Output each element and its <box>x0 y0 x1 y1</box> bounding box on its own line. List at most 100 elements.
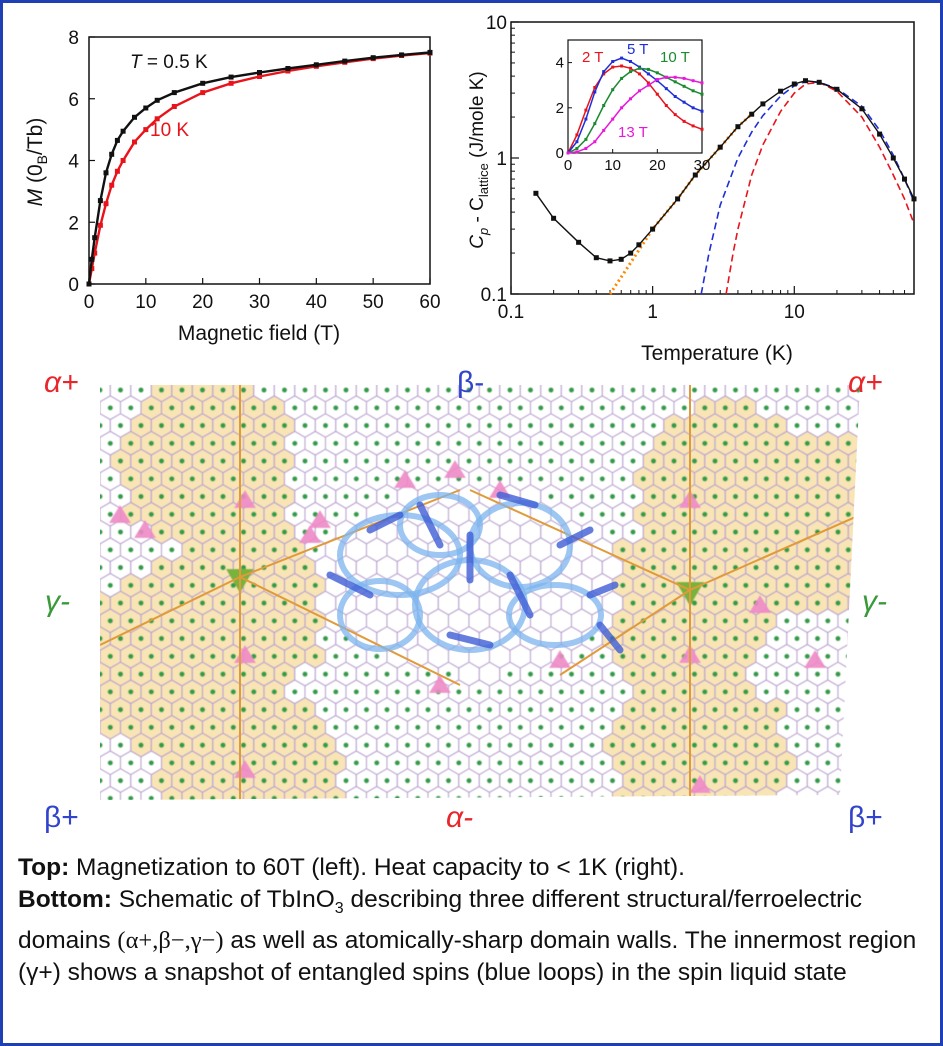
lattice-site <box>445 422 452 429</box>
lattice-site <box>138 564 144 571</box>
lattice-site <box>476 440 482 446</box>
lattice-site <box>835 671 841 677</box>
lattice-site <box>691 387 698 393</box>
inset-series-0-point <box>575 133 579 137</box>
lattice-site <box>691 422 698 429</box>
lattice-site <box>866 654 871 659</box>
domain-label-top-middle: β- <box>457 366 484 399</box>
lattice-site <box>835 635 841 642</box>
lattice-hexagon <box>847 697 860 723</box>
inset-series-1-point <box>682 100 686 104</box>
lattice-site <box>179 387 185 393</box>
lattice-site <box>887 760 892 765</box>
lattice-site <box>138 778 144 784</box>
lattice-site <box>281 707 288 713</box>
lattice-site <box>322 387 329 393</box>
lattice-site <box>722 547 728 553</box>
lattice-site <box>158 635 165 642</box>
lattice-site <box>691 742 698 748</box>
lattice-site <box>681 760 687 766</box>
lattice-site <box>343 778 349 784</box>
lattice-site <box>887 583 892 588</box>
lattice-site <box>753 422 759 429</box>
chart-b-data-point <box>859 106 865 112</box>
lattice-site <box>210 405 216 411</box>
chart-a-x-label: Magnetic field (T) <box>178 322 340 345</box>
lattice-site <box>189 405 195 411</box>
singlet-bond <box>416 501 444 549</box>
lattice-site <box>794 564 800 571</box>
lattice-site <box>794 458 800 464</box>
lattice-site <box>712 564 718 571</box>
lattice-site <box>138 671 144 677</box>
lattice-site <box>240 458 247 464</box>
lattice-site <box>497 760 503 766</box>
lattice-site <box>374 760 380 766</box>
lattice-site <box>189 724 195 730</box>
inset-x-tick-label: 30 <box>694 157 711 174</box>
lattice-site <box>897 778 902 783</box>
lattice-site <box>661 582 667 588</box>
lattice-site <box>189 689 195 695</box>
lattice-site <box>363 707 370 713</box>
lattice-site <box>763 547 769 553</box>
singlet-bond <box>496 491 539 509</box>
lattice-site <box>251 476 257 482</box>
caption-bottom-domains: (α+,β−,γ−) <box>117 926 224 954</box>
lattice-site <box>374 724 380 730</box>
lattice-site <box>620 724 626 730</box>
inset-series-0-point <box>602 72 606 76</box>
lattice-site <box>107 724 113 730</box>
lattice-site <box>240 564 247 571</box>
lattice-site <box>661 405 667 411</box>
lattice-site <box>240 600 247 606</box>
lattice-site <box>722 724 728 730</box>
lattice-site <box>333 476 339 482</box>
lattice-site <box>179 493 185 500</box>
lattice-hexagon <box>847 626 860 652</box>
lattice-site <box>712 707 718 713</box>
chart-b-data-point <box>760 101 766 107</box>
lattice-site <box>671 458 677 464</box>
chart-b-data-point <box>650 226 656 232</box>
inset-series-2-point <box>673 80 677 84</box>
domain-schematic: α+ β- α+ γ- γ- β+ α- β+ <box>44 366 912 834</box>
lattice-site <box>302 564 308 571</box>
lattice-site <box>271 582 277 588</box>
lattice-site <box>251 405 257 411</box>
lattice-site <box>620 653 626 659</box>
lattice-site <box>261 778 267 784</box>
lattice-hexagon <box>345 785 368 800</box>
lattice-site <box>251 795 257 800</box>
lattice-site <box>281 564 288 571</box>
lattice-site <box>794 422 800 429</box>
lattice-site <box>907 725 912 730</box>
lattice-site <box>445 742 452 748</box>
lattice-site <box>620 582 626 588</box>
inset-series-2-line <box>567 67 703 154</box>
lattice-site <box>773 778 780 784</box>
chart-a-series-1-point <box>114 168 120 174</box>
lattice-site <box>671 493 677 500</box>
lattice-site <box>404 742 411 748</box>
lattice-site <box>456 760 462 766</box>
lattice-site <box>333 653 339 659</box>
lattice-site <box>374 689 380 695</box>
lattice-site <box>107 511 113 517</box>
lattice-site <box>476 405 482 411</box>
lattice-site <box>353 760 359 766</box>
inset-series-1-point <box>691 106 695 110</box>
lattice-site <box>855 422 860 429</box>
lattice-site <box>128 760 134 766</box>
chart-a-x-tick-label: 0 <box>84 292 95 313</box>
lattice-site <box>732 742 739 748</box>
lattice-site <box>363 493 370 500</box>
lattice-site <box>363 778 370 784</box>
lattice-site <box>100 493 103 500</box>
lattice-site <box>404 422 411 429</box>
lattice-site <box>897 458 902 463</box>
lattice-site <box>691 564 698 571</box>
lattice-site <box>312 476 318 482</box>
lattice-site <box>866 618 871 623</box>
chart-b-data-point <box>551 215 557 221</box>
